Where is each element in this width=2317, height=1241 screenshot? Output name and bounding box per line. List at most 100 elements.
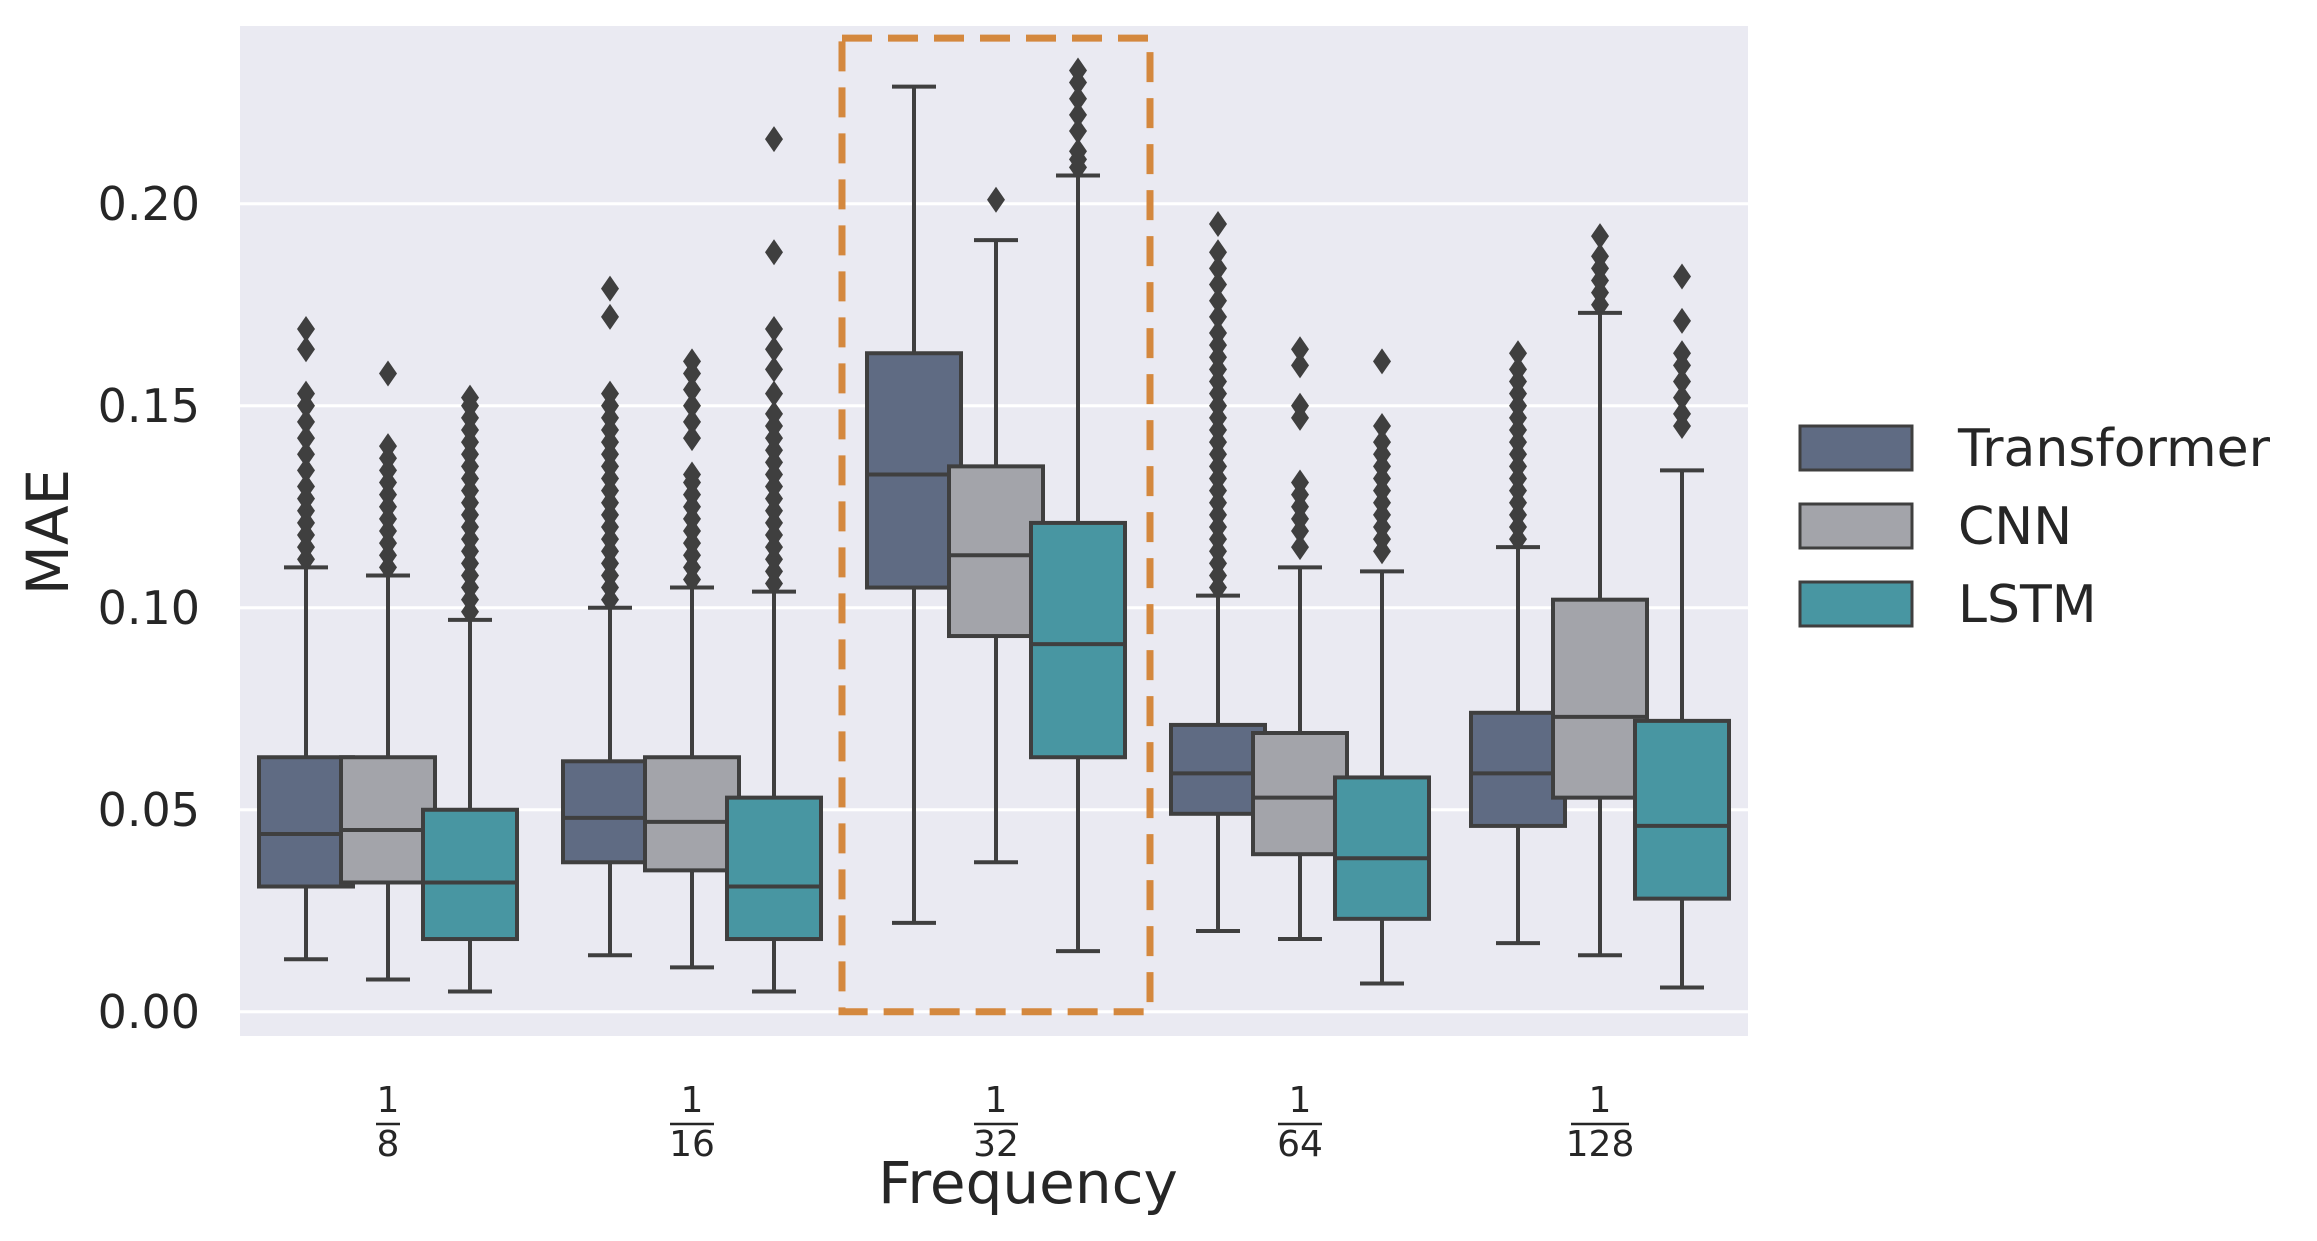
x-tick-numerator: 1 — [1289, 1080, 1312, 1121]
legend: Transformer CNN LSTM — [1798, 419, 2271, 635]
outlier-marker — [297, 316, 315, 342]
box-cnn-4 — [1551, 223, 1649, 958]
outlier-marker — [1373, 412, 1391, 439]
outlier-marker — [683, 392, 701, 419]
y-tick-label: 0.15 — [98, 379, 200, 433]
outlier-marker — [1291, 352, 1309, 379]
box-iqr — [1333, 775, 1431, 921]
legend-item-cnn: CNN — [1798, 497, 2072, 557]
x-tick-denominator: 16 — [669, 1124, 715, 1165]
box-cnn-2 — [947, 186, 1045, 865]
box-lstm-3 — [1333, 348, 1431, 986]
box-iqr — [339, 755, 437, 885]
box-transformer-2 — [865, 84, 963, 925]
outlier-marker — [1673, 384, 1691, 411]
x-tick-fraction: 164 — [1277, 1080, 1323, 1165]
outlier-marker — [765, 126, 783, 153]
highlight-dashed-box — [838, 34, 1154, 1016]
x-tick-fraction: 116 — [669, 1080, 715, 1165]
outlier-marker — [683, 425, 701, 452]
outlier-marker — [683, 376, 701, 403]
outlier-marker — [1591, 223, 1609, 250]
outlier-marker — [765, 336, 783, 363]
box-lstm-0 — [421, 384, 519, 994]
outlier-marker — [297, 441, 315, 468]
outlier-marker — [1591, 243, 1609, 270]
outlier-marker — [1209, 271, 1227, 298]
box-cnn-3 — [1251, 336, 1349, 942]
y-tick-label: 0.10 — [98, 581, 200, 635]
box-transformer-4 — [1469, 340, 1567, 946]
box-iqr — [1169, 722, 1267, 816]
outlier-marker — [297, 408, 315, 435]
outlier-marker — [1209, 303, 1227, 330]
y-tick-label: 0.00 — [98, 985, 200, 1039]
outlier-marker — [1069, 57, 1087, 84]
box-iqr — [725, 795, 823, 942]
legend-item-lstm: LSTM — [1798, 575, 2097, 635]
outlier-marker — [297, 457, 315, 484]
outlier-marker — [683, 461, 701, 488]
outlier-marker — [765, 380, 783, 407]
outlier-marker — [1209, 255, 1227, 282]
legend-label: Transformer — [1957, 419, 2271, 479]
outlier-marker — [297, 336, 315, 363]
box-groups — [257, 57, 1731, 994]
legend-swatch — [1798, 424, 1914, 472]
box-lstm-1 — [725, 126, 823, 994]
box-iqr — [1551, 597, 1649, 800]
box-cnn-0 — [339, 360, 437, 982]
outlier-marker — [1209, 320, 1227, 347]
outlier-marker — [1291, 469, 1309, 496]
outlier-marker — [1673, 400, 1691, 427]
box-iqr — [421, 807, 519, 942]
outlier-marker — [1673, 340, 1691, 367]
outlier-marker — [765, 239, 783, 266]
box-iqr — [947, 464, 1045, 639]
outlier-marker — [765, 400, 783, 427]
x-tick-numerator: 1 — [985, 1080, 1008, 1121]
x-tick-denominator: 128 — [1566, 1124, 1635, 1165]
outlier-marker — [1069, 118, 1087, 145]
y-tick-label: 0.20 — [98, 177, 200, 231]
outlier-marker — [765, 356, 783, 383]
x-tick-numerator: 1 — [377, 1080, 400, 1121]
box-iqr — [1029, 520, 1127, 760]
box-iqr — [1633, 718, 1731, 901]
outlier-marker — [297, 473, 315, 500]
outlier-marker — [1069, 85, 1087, 112]
box-transformer-0 — [257, 316, 355, 962]
outlier-marker — [601, 275, 619, 302]
outlier-marker — [987, 186, 1005, 213]
legend-swatch — [1798, 580, 1914, 628]
outlier-marker — [683, 408, 701, 435]
legend-item-transformer: Transformer — [1798, 419, 2271, 479]
outlier-marker — [379, 433, 397, 460]
outlier-marker — [1673, 368, 1691, 395]
box-iqr — [1251, 731, 1349, 857]
outlier-marker — [683, 348, 701, 375]
x-axis-title: Frequency — [878, 1149, 1178, 1217]
legend-label: CNN — [1958, 497, 2072, 557]
outlier-marker — [1509, 340, 1527, 367]
outlier-marker — [1291, 392, 1309, 419]
box-iqr — [257, 755, 355, 889]
outlier-marker — [297, 425, 315, 452]
x-tick-numerator: 1 — [681, 1080, 704, 1121]
box-iqr — [865, 351, 963, 590]
outlier-marker — [1209, 287, 1227, 314]
x-tick-fraction: 18 — [376, 1080, 400, 1165]
outlier-marker — [765, 316, 783, 342]
outlier-marker — [1509, 356, 1527, 383]
outlier-marker — [1291, 336, 1309, 363]
x-tick-denominator: 8 — [377, 1124, 400, 1165]
x-tick-numerator: 1 — [1589, 1080, 1612, 1121]
outlier-marker — [297, 380, 315, 407]
outlier-marker — [1373, 348, 1391, 375]
x-tick-fraction: 132 — [973, 1080, 1019, 1165]
box-lstm-4 — [1633, 263, 1731, 990]
x-tick-denominator: 64 — [1277, 1124, 1323, 1165]
